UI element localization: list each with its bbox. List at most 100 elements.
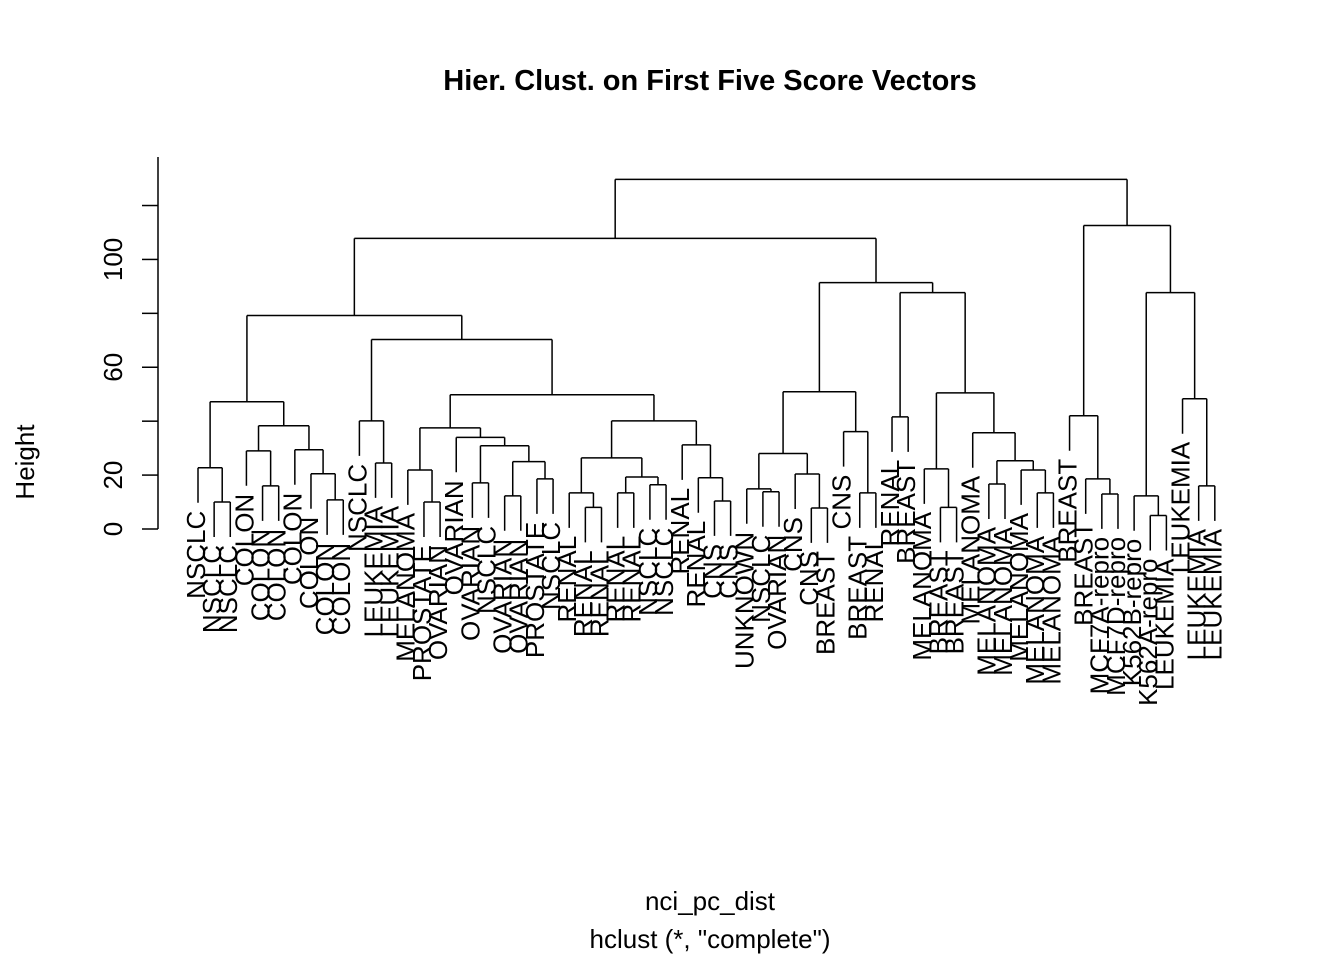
leaf-label: UNKNOWN — [730, 532, 760, 669]
dendrogram-node — [1133, 495, 1160, 531]
leaf-label: NSCLC — [746, 535, 776, 623]
leaf-label: PROSTATE — [407, 545, 437, 681]
leaf-label: COLON — [294, 517, 324, 609]
dendrogram-node — [326, 499, 345, 535]
dendrogram-node — [818, 281, 934, 392]
leaf-label: NSCLC — [536, 522, 566, 610]
leaf-label: BREAST — [1069, 522, 1099, 626]
dendrogram-node — [1020, 469, 1047, 505]
dendrogram-node — [939, 506, 958, 543]
dendrogram-node — [584, 506, 603, 543]
dendrogram-node — [503, 495, 522, 531]
dendrogram-node — [1036, 492, 1055, 528]
dendrogram-node — [353, 237, 877, 316]
dendrogram-node — [423, 501, 441, 538]
dendrogram-node — [370, 338, 553, 421]
dendrogram-node — [407, 469, 433, 505]
dendrogram-node — [455, 436, 506, 473]
dendrogram-node — [988, 483, 1006, 519]
dendrogram-node — [762, 491, 780, 527]
dendrogram-node — [1082, 224, 1172, 416]
dendrogram-node — [782, 391, 857, 454]
leaf-label: COLON — [229, 494, 259, 586]
dendrogram-node — [923, 468, 950, 508]
leaf-label: MCF7D-repro — [1101, 537, 1131, 696]
dendrogram-node — [1181, 398, 1208, 486]
dendrogram-node — [810, 507, 829, 543]
leaf-label: COLON — [262, 529, 292, 621]
dendrogram-node — [245, 450, 272, 486]
leaf-label: OVARIAN — [762, 535, 792, 650]
dendrogram-node — [713, 500, 732, 536]
leaf-label: CNS — [778, 517, 808, 572]
dendrogram-node — [449, 394, 655, 428]
leaf-label: OVARIAN — [439, 480, 469, 595]
leaf-label: PROSTATE — [520, 522, 550, 658]
leaf-label: RENAL — [568, 550, 598, 637]
dendrogram-node — [374, 462, 393, 498]
y-tick-label: 60 — [98, 353, 128, 382]
leaf-label: NSCLC — [181, 511, 211, 599]
dendrogram-node — [213, 501, 232, 538]
leaf-label: NSCLC — [213, 545, 243, 633]
dendrogram-node — [536, 478, 554, 514]
dendrogram-node — [858, 492, 877, 528]
dendrogram-node — [479, 444, 530, 483]
dendrogram-node — [257, 425, 310, 451]
leaf-label: MELANOMA — [972, 526, 1002, 675]
leaf-label: OVARIAN — [504, 539, 534, 654]
leaf-label: COLON — [326, 543, 356, 635]
dendrogram-node — [1101, 493, 1119, 529]
dendrogram-node — [971, 432, 1016, 468]
dendrogram-node — [899, 291, 966, 417]
leaf-label: MELANOMA — [988, 526, 1018, 675]
dendrogram-node — [358, 420, 385, 463]
leaf-label: NSCLC — [633, 528, 663, 616]
leaf-label: COLON — [245, 529, 275, 621]
leaf-label: LEUKEMIA — [1165, 441, 1195, 573]
leaf-label: MELANOMA — [1004, 512, 1034, 661]
leaf-label: K562A-repro — [1133, 558, 1163, 705]
dendrogram-node — [1149, 514, 1168, 551]
leaf-label: NSCLC — [197, 545, 227, 633]
leaf-label: BREAST — [939, 550, 969, 654]
leaf-label: MELANOMA — [956, 475, 986, 624]
leaf-label: NSCLC — [342, 464, 372, 552]
dendrogram-node — [294, 448, 324, 485]
dendrogram-node — [624, 476, 659, 493]
leaf-label: RENAL — [665, 488, 695, 575]
leaf-label: LEUKEMIA — [358, 505, 388, 637]
dendrogram-node — [842, 430, 869, 493]
dendrogram-node — [996, 460, 1034, 484]
dendrogram-node — [419, 427, 482, 470]
dendrogram-node — [649, 484, 667, 520]
dendrogram-node — [1197, 485, 1216, 521]
leaf-label: MCF7A-repro — [1085, 537, 1115, 694]
leaf-label: MELANOMA — [391, 512, 421, 661]
leaf-label: NSCLC — [649, 528, 679, 616]
leaf-label: MELANOMA — [1036, 535, 1066, 684]
dendrogram-node — [310, 472, 336, 509]
dendrogram-node — [261, 485, 280, 521]
dendrogram-node — [246, 314, 463, 402]
y-tick-label: 20 — [98, 461, 128, 490]
dendrogram-node — [614, 178, 1128, 239]
leaf-label: BREAST — [810, 551, 840, 655]
leaf-label: K562B-repro — [1117, 539, 1147, 686]
leaf-label: CNS — [697, 544, 727, 599]
dendrogram-node — [610, 420, 698, 458]
subtitle: hclust (*, "complete") — [590, 924, 831, 954]
dendrogram-node — [1145, 291, 1196, 496]
leaf-label: LEUKEMIA — [1182, 528, 1212, 660]
dendrogram-node — [681, 444, 712, 480]
dendrogram-node — [568, 492, 595, 528]
leaf-label: BREAST — [891, 460, 921, 564]
leaf-label: RENAL — [552, 536, 582, 623]
dendrogram-node — [891, 416, 909, 452]
leaf-label: MELANOMA — [1020, 535, 1050, 684]
y-tick-label: 0 — [98, 522, 128, 536]
leaf-label: BREAST — [923, 550, 953, 654]
dendrogram-node — [794, 473, 821, 509]
